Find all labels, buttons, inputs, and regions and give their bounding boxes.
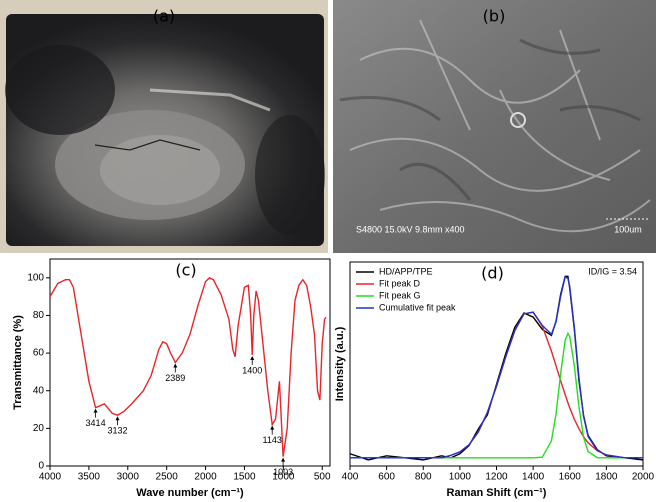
- annotation: 1400: [242, 365, 262, 375]
- x-tick-label: 500: [314, 472, 331, 483]
- x-tick-label: 1600: [559, 472, 582, 483]
- y-tick-label: 60: [33, 348, 45, 359]
- x-tick-label: 600: [378, 472, 395, 483]
- x-tick-label: 800: [415, 472, 432, 483]
- x-tick-label: 1200: [485, 472, 508, 483]
- scale-bar-label: 100um: [614, 224, 642, 234]
- annotation: 1003: [273, 467, 293, 477]
- x-tick-label: 400: [342, 472, 359, 483]
- panel-label: (d): [481, 264, 504, 283]
- sem-caption: S4800 15.0kV 9.8mm x400: [356, 224, 465, 234]
- data-line: [350, 333, 643, 457]
- annotation: 3414: [86, 418, 106, 428]
- panel-label: (c): [175, 261, 196, 280]
- x-tick-label: 2000: [194, 472, 217, 483]
- x-tick-label: 1800: [595, 472, 618, 483]
- annotation: 1143: [263, 435, 282, 445]
- x-tick-label: 3000: [117, 472, 140, 483]
- annotation: 3132: [107, 426, 127, 436]
- legend-label: Fit peak G: [379, 290, 421, 300]
- x-tick-label: 2500: [156, 472, 179, 483]
- figure: (a) (b) S4800 15.0kV 9.8mm x400 100um 40…: [0, 0, 656, 502]
- photo-b: [333, 0, 656, 253]
- annotation-arrowhead: [94, 409, 98, 413]
- x-tick-label: 2000: [632, 472, 655, 483]
- y-axis-title: Intensity (a.u.): [334, 326, 346, 401]
- x-axis-title: Wave number (cm⁻¹): [136, 487, 244, 499]
- y-tick-label: 80: [33, 310, 45, 321]
- annotation-arrowhead: [116, 416, 120, 420]
- photo-a: [0, 0, 328, 253]
- x-tick-label: 1500: [233, 472, 256, 483]
- annotation-arrowhead: [281, 458, 285, 462]
- y-tick-label: 20: [33, 423, 45, 434]
- panel-label: (b): [483, 7, 506, 26]
- x-tick-label: 3500: [78, 472, 101, 483]
- y-axis-title: Transmittance (%): [12, 315, 24, 410]
- y-tick-label: 40: [33, 385, 45, 396]
- x-axis-title: Raman Shift (cm⁻¹): [447, 487, 547, 499]
- annotation: ID/IG = 3.54: [588, 266, 637, 276]
- x-tick-label: 1000: [449, 472, 472, 483]
- annotation-arrowhead: [173, 364, 177, 368]
- legend-label: Fit peak D: [379, 278, 421, 288]
- data-line: [50, 278, 326, 457]
- x-tick-label: 4000: [39, 472, 62, 483]
- plot-frame: [50, 259, 330, 466]
- y-tick-label: 100: [27, 272, 44, 283]
- annotation-arrowhead: [270, 426, 274, 430]
- panel-label: (a): [153, 7, 175, 26]
- annotation-arrowhead: [250, 356, 254, 360]
- annotation: 2389: [165, 373, 185, 383]
- legend-label: HD/APP/TPE: [379, 266, 433, 276]
- x-tick-label: 1400: [522, 472, 545, 483]
- y-tick-label: 0: [38, 461, 44, 472]
- legend-label: Cumulative fit peak: [379, 302, 456, 312]
